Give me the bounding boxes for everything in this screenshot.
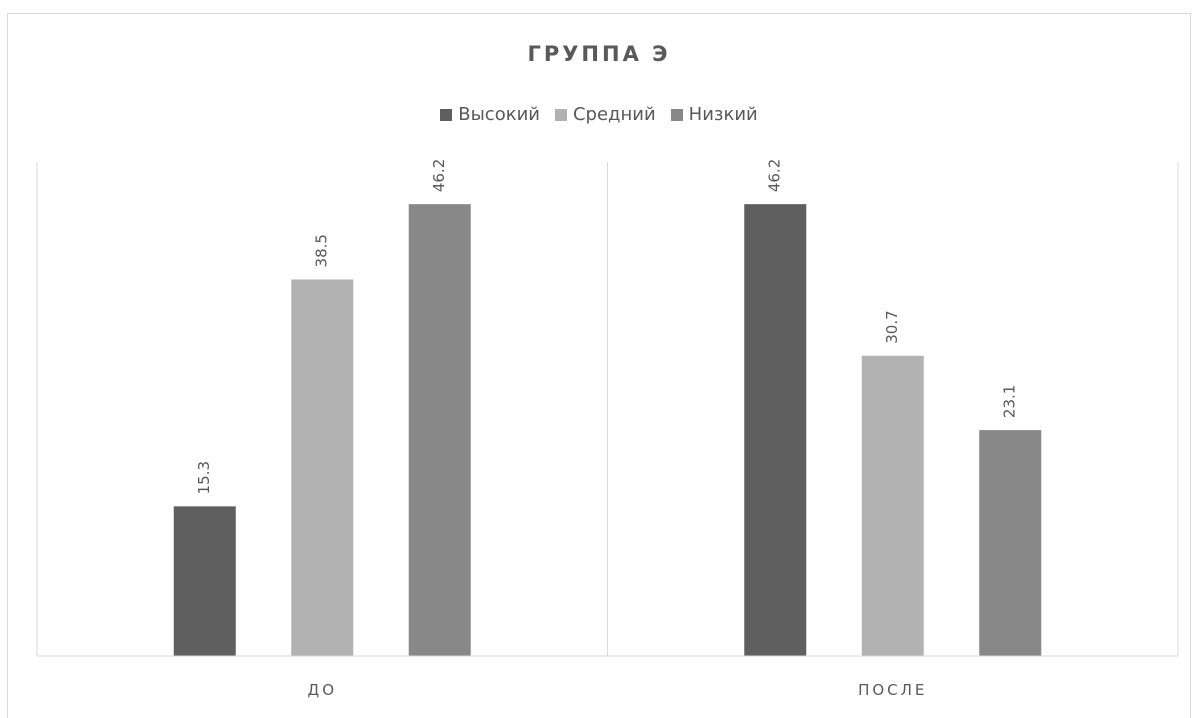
data-label-1-1: 15.3: [195, 461, 213, 494]
bar-1-1: [173, 506, 236, 656]
legend-item-sredniy: Средний: [554, 104, 656, 125]
legend-swatch-sredniy: [554, 108, 567, 121]
legend-swatch-nizkiy: [670, 108, 683, 121]
data-label-2-2: 30.7: [883, 310, 901, 343]
data-label-2-3: 23.1: [1001, 385, 1019, 418]
bar-1-2: [291, 279, 354, 656]
chart-legend: Высокий Средний Низкий: [0, 104, 1198, 125]
data-label-2-1: 46.2: [766, 159, 784, 192]
legend-label-nizkiy: Низкий: [688, 104, 758, 125]
bar-1-3: [408, 204, 471, 656]
legend-item-nizkiy: Низкий: [670, 104, 758, 125]
category-label-1: ДО: [307, 681, 337, 699]
legend-swatch-vysokiy: [440, 108, 453, 121]
legend-item-vysokiy: Высокий: [440, 104, 540, 125]
category-label-2: ПОСЛЕ: [858, 681, 927, 699]
chart-title: ГРУППА Э: [527, 42, 671, 66]
bar-2-3: [979, 430, 1042, 656]
bar-2-2: [861, 355, 924, 656]
data-label-1-3: 46.2: [430, 159, 448, 192]
legend-label-vysokiy: Высокий: [458, 104, 540, 125]
data-label-1-2: 38.5: [313, 234, 331, 267]
bar-2-1: [744, 204, 807, 656]
legend-label-sredniy: Средний: [572, 104, 656, 125]
